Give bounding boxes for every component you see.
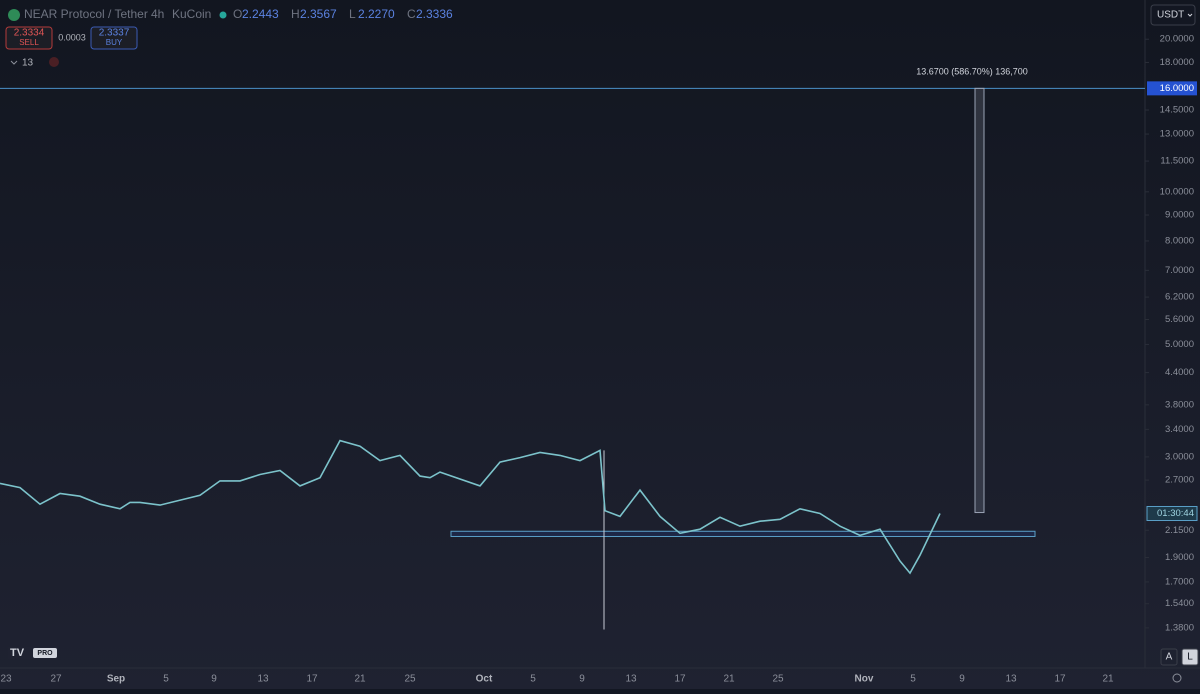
x-tick-label: 17 (306, 674, 318, 685)
exchange: KuCoin (172, 7, 211, 21)
sell-label: SELL (19, 38, 39, 47)
logo-mark: TV (10, 647, 25, 659)
x-tick-label: 21 (354, 674, 366, 685)
countdown: 01:30:44 (1157, 508, 1194, 519)
y-tick-label: 11.5000 (1160, 156, 1194, 167)
y-tick-label: 1.9000 (1165, 552, 1194, 563)
x-tick-label: 13 (1005, 674, 1017, 685)
x-tick-label: 25 (772, 674, 784, 685)
ohlc-key: H (291, 7, 300, 21)
y-tick-label: 2.1500 (1165, 525, 1194, 536)
x-tick-label: 25 (404, 674, 416, 685)
x-tick-label: 5 (163, 674, 169, 685)
y-tick-label: 5.0000 (1165, 339, 1194, 350)
ohlc-value: 2.2270 (358, 7, 395, 21)
x-tick-label: 21 (1102, 674, 1114, 685)
countdown-badge (1146, 505, 1198, 521)
price-line-label: 16.0000 (1160, 83, 1194, 94)
ohlc-key: L (349, 7, 356, 21)
scale-button[interactable] (1160, 648, 1178, 666)
ohlc-value: 2.2443 (242, 7, 279, 21)
y-tick-label: 18.0000 (1160, 57, 1194, 68)
x-tick-label: 27 (50, 674, 62, 685)
sell-price: 2.3334 (14, 28, 45, 39)
x-tick-label: 17 (674, 674, 686, 685)
x-tick-label: 17 (1054, 674, 1066, 685)
ohlc-key: C (407, 7, 416, 21)
settings-icon[interactable] (1172, 673, 1182, 683)
x-tick-label: 5 (910, 674, 916, 685)
x-tick-label: 21 (723, 674, 735, 685)
currency: USDT (1157, 10, 1184, 21)
zone (450, 530, 1036, 537)
logo-text: PRO (37, 650, 53, 657)
sell-button[interactable] (5, 26, 53, 50)
y-tick-label: 13.0000 (1160, 129, 1194, 140)
symbol: NEAR Protocol / Tether (24, 7, 148, 21)
x-tick-label: Nov (855, 674, 874, 685)
currency-select[interactable] (1150, 4, 1196, 26)
scale-button-label: A (1166, 652, 1173, 663)
y-tick-label: 1.5400 (1165, 598, 1194, 609)
x-tick-label: 9 (959, 674, 965, 685)
x-tick-label: Sep (107, 674, 125, 685)
y-tick-label: 1.7000 (1165, 576, 1194, 587)
y-tick-label: 6.2000 (1165, 292, 1194, 303)
alert-icon (49, 57, 59, 67)
dropdown-icon (1187, 13, 1193, 17)
plot: 20.0000 18.0000 14.5000 13.0000 11.5000 10.00… (0, 34, 1198, 685)
ohlc-value: 2.3567 (300, 7, 337, 21)
y-tick-label: 4.4000 (1165, 367, 1194, 378)
x-tick-label: 23 (0, 674, 12, 685)
symbol-icon (8, 9, 20, 21)
y-tick-label: 7.0000 (1165, 265, 1194, 276)
buy-price: 2.3337 (99, 28, 130, 39)
measure (974, 87, 985, 514)
y-tick-label: 5.6000 (1165, 314, 1194, 325)
ohlc-key: O (233, 7, 242, 21)
x-tick-label: Oct (476, 674, 493, 685)
ohlc: O 2.2443 H 2.3567 L 2.2270 C 2.3336 (233, 7, 453, 21)
x-tick-label: 9 (211, 674, 217, 685)
status-dot (219, 11, 227, 19)
y-tick-label: 1.3800 (1165, 622, 1194, 633)
x-tick-label: 13 (625, 674, 637, 685)
y-tick-label: 20.0000 (1160, 34, 1194, 45)
indicator-count: 13 (22, 58, 34, 69)
y-tick-label: 2.7000 (1165, 475, 1194, 486)
price-line-badge (1147, 81, 1197, 96)
y-tick-label: 8.0000 (1165, 235, 1194, 246)
y-tick-label: 10.0000 (1160, 186, 1194, 197)
buy-label: BUY (106, 38, 123, 47)
scale-button[interactable] (1181, 648, 1199, 666)
measure-label: 13.6700 (586.70%) 136,700 (916, 67, 1028, 77)
interval: 4h (151, 7, 164, 21)
x-tick-label: 5 (530, 674, 536, 685)
y-tick-label: 14.5000 (1160, 105, 1194, 116)
y-tick-label: 3.0000 (1165, 451, 1194, 462)
price-line-series (0, 439, 941, 575)
x-tick-label: 13 (257, 674, 269, 685)
y-tick-label: 3.8000 (1165, 399, 1194, 410)
logo-badge (33, 648, 57, 658)
ohlc-value: 2.3336 (416, 7, 453, 21)
scale-button-label: L (1187, 652, 1193, 663)
buy-button[interactable] (90, 26, 138, 50)
y-tick-label: 3.4000 (1165, 424, 1194, 435)
x-tick-label: 9 (579, 674, 585, 685)
y-tick-label: 9.0000 (1165, 210, 1194, 221)
collapse-icon[interactable] (10, 60, 18, 65)
spread: 0.0003 (58, 32, 86, 42)
